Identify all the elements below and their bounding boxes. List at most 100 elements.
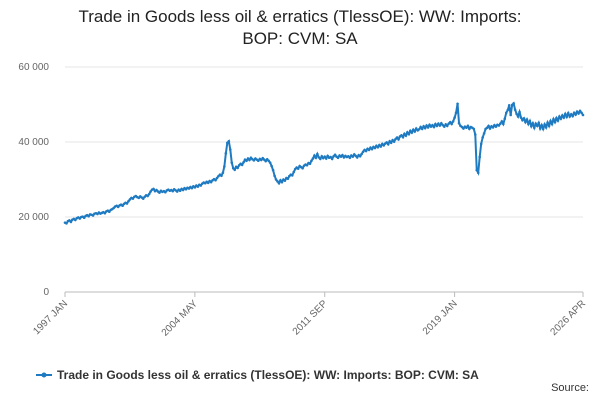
data-point: [386, 142, 390, 146]
data-point: [308, 162, 312, 166]
data-point: [507, 103, 511, 107]
data-point: [270, 164, 273, 168]
data-point: [305, 163, 309, 167]
data-point: [323, 155, 327, 158]
data-point: [572, 111, 576, 115]
data-point: [245, 159, 248, 163]
data-point: [559, 117, 563, 121]
data-point: [555, 116, 558, 120]
x-tick-label: 2026 APR: [548, 298, 588, 338]
data-point: [417, 127, 421, 131]
data-point: [518, 110, 521, 114]
data-point: [131, 197, 135, 200]
data-point: [397, 138, 400, 141]
data-point: [274, 178, 278, 181]
data-point: [438, 124, 442, 127]
data-point: [152, 187, 155, 191]
data-point: [65, 222, 68, 225]
data-point: [400, 133, 403, 137]
data-point: [522, 117, 526, 120]
data-point: [190, 186, 194, 190]
data-point: [330, 157, 334, 161]
data-point: [468, 127, 471, 131]
data-point: [199, 184, 203, 187]
data-point: [301, 166, 304, 170]
data-point: [466, 124, 470, 128]
data-point: [367, 148, 371, 152]
data-point: [279, 178, 282, 182]
data-point: [481, 136, 484, 139]
data-point: [422, 124, 425, 128]
data-point: [581, 113, 585, 117]
data-point: [553, 120, 557, 124]
data-point: [395, 136, 399, 139]
data-point: [267, 159, 270, 163]
data-point: [407, 132, 411, 136]
data-point: [74, 218, 77, 222]
data-point: [580, 111, 583, 115]
y-tick-label: 40 000: [18, 137, 49, 148]
data-point: [147, 192, 151, 196]
chart-title: Trade in Goods less oil & erratics (Tles…: [78, 7, 522, 48]
data-point: [351, 155, 355, 158]
data-point: [259, 158, 263, 162]
x-tick-label: 2019 JAN: [421, 298, 460, 337]
data-point: [290, 174, 294, 177]
source: Source:: [551, 382, 589, 394]
data-point: [215, 176, 219, 180]
data-point: [457, 121, 461, 125]
data-point: [530, 124, 533, 128]
data-point: [277, 181, 281, 185]
data-point: [479, 142, 483, 146]
x-tick-label: 2011 SEP: [291, 298, 330, 337]
data-point: [544, 126, 548, 129]
data-point: [563, 112, 567, 116]
data-point: [69, 220, 73, 224]
data-point: [574, 113, 577, 116]
data-point: [319, 157, 322, 161]
data-point: [228, 148, 232, 151]
data-point: [403, 132, 406, 136]
data-point: [506, 108, 510, 112]
data-point: [475, 168, 479, 172]
data-point: [141, 197, 145, 200]
data-point: [535, 124, 539, 128]
data-point: [491, 126, 495, 129]
data-point: [488, 127, 492, 130]
data-point: [146, 194, 149, 198]
data-point: [527, 122, 530, 126]
data-point: [410, 131, 414, 134]
data-point: [502, 122, 505, 126]
data-point: [385, 141, 389, 144]
data-point: [503, 117, 507, 121]
data-point: [221, 171, 225, 175]
data-point: [276, 180, 279, 183]
data-point: [500, 120, 504, 123]
data-point: [578, 109, 582, 113]
data-point: [348, 156, 352, 160]
data-point: [296, 167, 300, 170]
data-point: [224, 151, 228, 155]
data-point: [286, 177, 290, 181]
data-point: [125, 202, 129, 205]
data-point: [434, 122, 437, 126]
data-point: [411, 128, 415, 131]
data-point: [382, 144, 386, 147]
data-point: [440, 121, 443, 125]
data-point: [404, 134, 408, 137]
data-point: [556, 119, 560, 122]
data-point: [175, 190, 179, 193]
data-point: [329, 155, 332, 159]
data-point: [516, 115, 520, 118]
data-point: [509, 113, 512, 117]
legend-text: Trade in Goods less oil & erratics (Tles…: [57, 368, 479, 382]
data-point: [562, 116, 566, 119]
data-point: [376, 145, 380, 149]
data-point: [456, 102, 459, 106]
data-point: [497, 124, 501, 127]
data-point: [158, 191, 161, 194]
data-point: [494, 125, 498, 128]
data-point: [478, 155, 481, 159]
data-point: [512, 102, 515, 105]
